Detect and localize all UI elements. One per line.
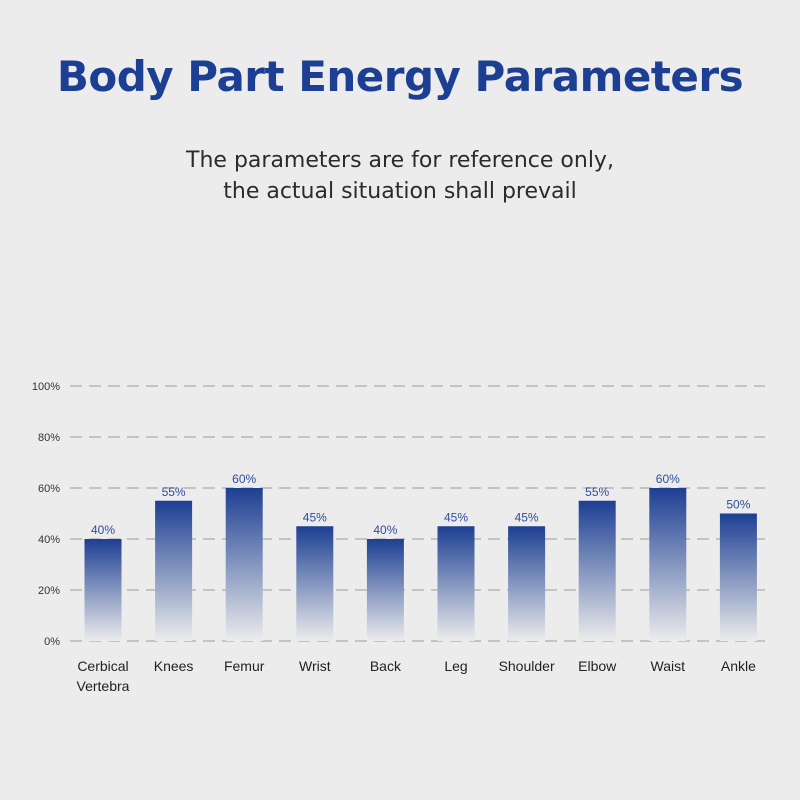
x-axis-category-labels: Cerbical Vertebra Knees Femur Wrist Back Leg Sh… bbox=[77, 658, 757, 694]
chart-title: Body Part Energy Parameters bbox=[56, 52, 744, 101]
bar bbox=[296, 526, 334, 641]
x-tick-label: Shoulder bbox=[499, 658, 555, 674]
x-tick-label: Leg bbox=[444, 658, 467, 674]
y-tick-label: 60% bbox=[38, 483, 60, 495]
y-tick-label: 0% bbox=[44, 636, 60, 648]
y-tick-label: 100% bbox=[32, 381, 60, 393]
bar-value-labels: 40% 55% 60% 45% 40% 45% 45% 55% 60% 50% bbox=[91, 472, 751, 537]
bar-value-label: 40% bbox=[91, 523, 115, 537]
bar bbox=[719, 513, 757, 641]
y-tick-label: 40% bbox=[38, 534, 60, 546]
y-tick-label: 80% bbox=[38, 432, 60, 444]
chart-subtitle: The parameters are for reference only, t… bbox=[0, 145, 800, 207]
x-tick-label: Waist bbox=[651, 658, 686, 674]
bar bbox=[84, 539, 122, 641]
x-tick-label: Elbow bbox=[578, 658, 617, 674]
bar bbox=[508, 526, 546, 641]
bar bbox=[578, 500, 616, 641]
bar bbox=[366, 539, 404, 641]
bar-value-label: 55% bbox=[162, 485, 186, 499]
bar-value-label: 45% bbox=[303, 510, 327, 524]
x-tick-label: Vertebra bbox=[77, 678, 130, 694]
bar-value-label: 45% bbox=[444, 510, 468, 524]
subtitle-line-2: the actual situation shall prevail bbox=[223, 179, 577, 204]
x-tick-label: Wrist bbox=[299, 658, 331, 674]
y-tick-label: 20% bbox=[38, 585, 60, 597]
x-tick-label: Ankle bbox=[721, 658, 756, 674]
bar bbox=[155, 500, 193, 641]
bar bbox=[437, 526, 475, 641]
bars bbox=[84, 488, 757, 641]
bar-value-label: 60% bbox=[232, 472, 256, 486]
bar-value-label: 50% bbox=[726, 498, 750, 512]
bar-value-label: 55% bbox=[585, 485, 609, 499]
bar bbox=[649, 488, 687, 641]
bar bbox=[225, 488, 263, 641]
x-tick-label: Knees bbox=[154, 658, 194, 674]
x-tick-label: Femur bbox=[224, 658, 265, 674]
bar-value-label: 40% bbox=[373, 523, 397, 537]
y-axis-tick-labels: 0% 20% 40% 60% 80% 100% bbox=[32, 381, 60, 648]
x-tick-label: Cerbical bbox=[77, 658, 128, 674]
bar-value-label: 45% bbox=[515, 510, 539, 524]
bar-value-label: 60% bbox=[656, 472, 680, 486]
x-tick-label: Back bbox=[370, 658, 402, 674]
subtitle-line-1: The parameters are for reference only, bbox=[186, 148, 614, 173]
